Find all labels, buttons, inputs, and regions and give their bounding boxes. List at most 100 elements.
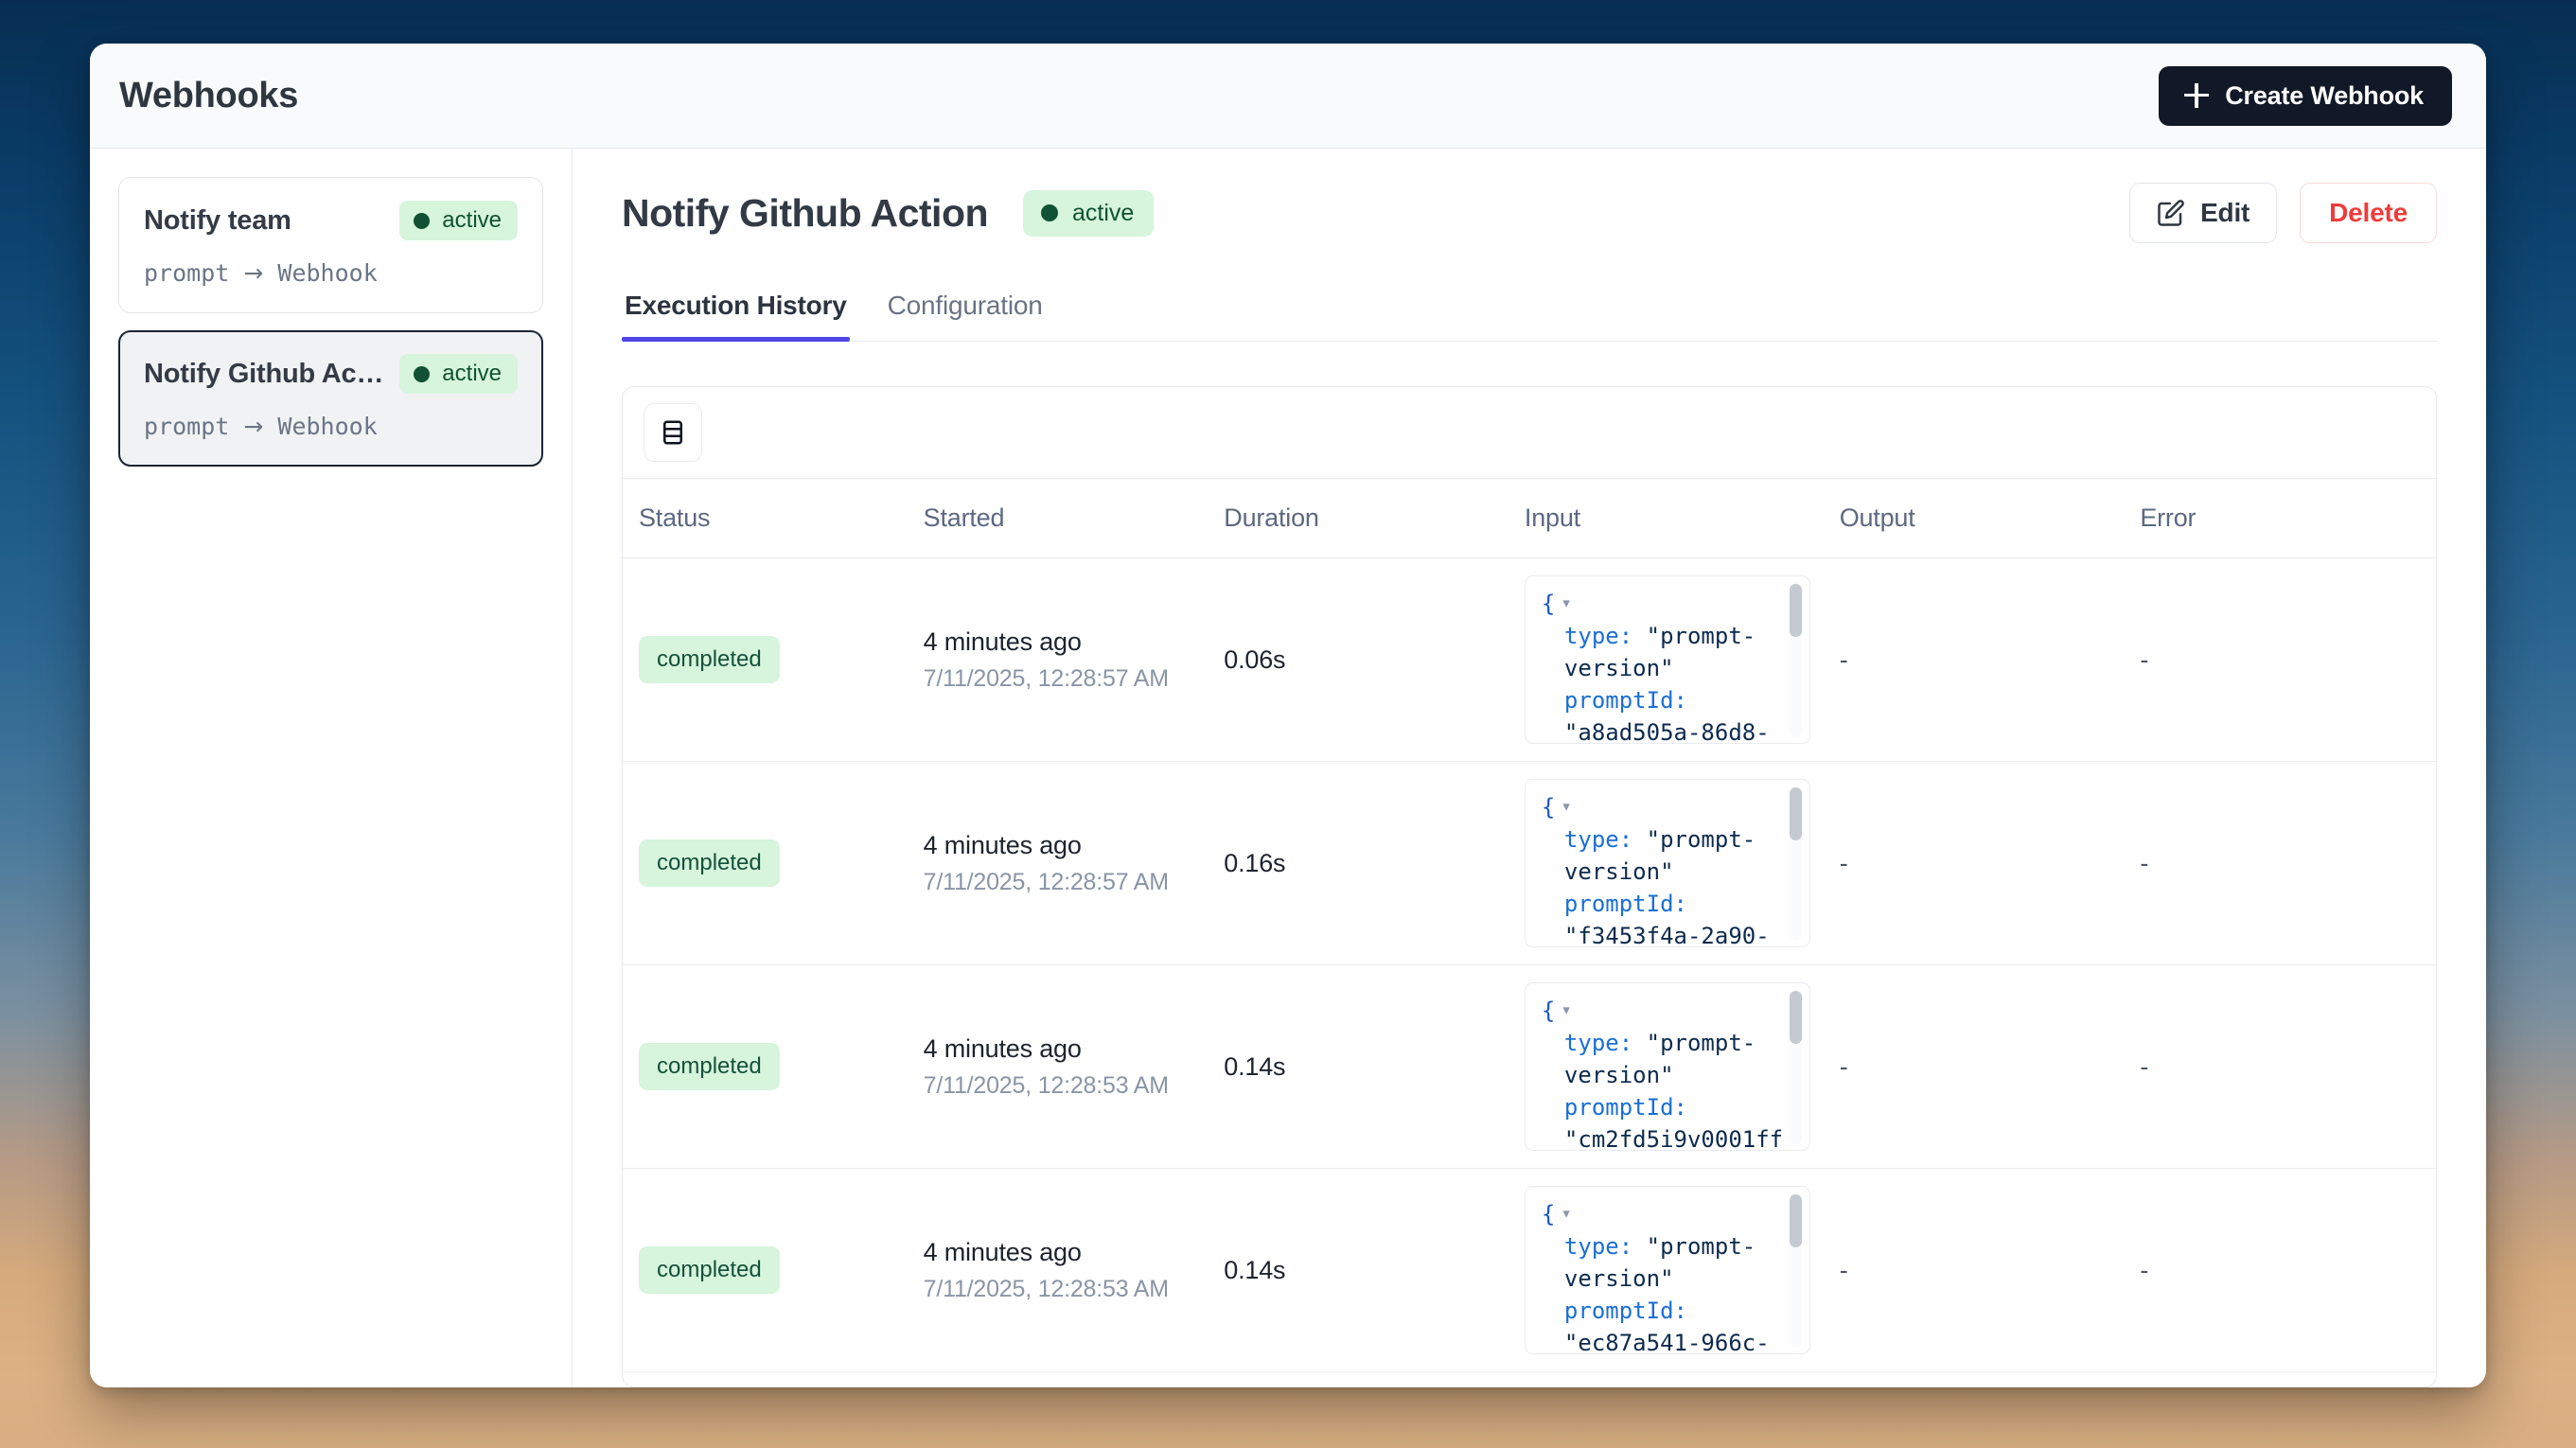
json-scrollbar[interactable] bbox=[1789, 989, 1802, 1144]
status-badge-label: active bbox=[442, 207, 502, 233]
detail-title-group: Notify Github Action active bbox=[622, 189, 1155, 237]
output-value: - bbox=[1839, 645, 1848, 674]
json-value: version" bbox=[1563, 1265, 1674, 1292]
chevron-down-icon[interactable]: ▾ bbox=[1561, 592, 1572, 613]
column-header-started[interactable]: Started bbox=[923, 479, 1225, 558]
started-absolute: 7/11/2025, 12:28:53 AM bbox=[923, 1275, 1169, 1302]
status-badge: completed bbox=[639, 839, 780, 887]
status-badge: completed bbox=[639, 636, 780, 683]
cell-input: {▾ type: "prompt- version" promptId: "f3… bbox=[1524, 761, 1840, 965]
json-brace: { bbox=[1541, 591, 1556, 617]
rows-icon bbox=[663, 420, 682, 445]
json-line: type: "prompt- bbox=[1542, 1230, 1785, 1263]
view-density-button[interactable] bbox=[644, 403, 702, 462]
cell-input: {▾ type: "prompt- version" promptId: "a8… bbox=[1524, 557, 1840, 762]
create-webhook-button[interactable]: Create Webhook bbox=[2159, 65, 2452, 126]
json-key: promptId: bbox=[1563, 1298, 1687, 1324]
tab-execution-history[interactable]: Execution History bbox=[622, 291, 850, 342]
json-viewer[interactable]: {▾ type: "prompt- version" promptId: "a8… bbox=[1524, 575, 1810, 744]
table-row[interactable]: completed 4 minutes ago 7/11/2025, 12:28… bbox=[623, 557, 2436, 762]
json-key: promptId: bbox=[1563, 1094, 1687, 1121]
cell-status: completed bbox=[623, 964, 924, 1169]
json-line: "a8ad505a-86d8- bbox=[1542, 716, 1785, 743]
webhook-detail-title: Notify Github Action bbox=[622, 190, 989, 235]
cell-output: - bbox=[1839, 557, 2141, 762]
webhook-detail-panel: Notify Github Action active Edit De bbox=[573, 149, 2486, 1387]
cell-error: - bbox=[2140, 1168, 2436, 1372]
started-relative: 4 minutes ago bbox=[923, 627, 1082, 656]
json-root-line: {▾ bbox=[1542, 587, 1785, 620]
started-absolute: 7/11/2025, 12:28:57 AM bbox=[923, 868, 1169, 895]
status-dot-icon bbox=[1041, 204, 1059, 221]
json-viewer[interactable]: {▾ type: "prompt- version" promptId: "ec… bbox=[1524, 1186, 1810, 1354]
json-value: "cm2fd5i9v0001ff bbox=[1563, 1126, 1784, 1151]
cell-duration: 0.06s bbox=[1224, 557, 1525, 762]
webhook-source: prompt bbox=[144, 259, 230, 287]
cell-error: - bbox=[2140, 557, 2436, 762]
detail-status-label: active bbox=[1072, 199, 1135, 226]
cell-status: completed bbox=[623, 761, 924, 965]
json-viewer[interactable]: {▾ type: "prompt- version" promptId: "f3… bbox=[1524, 779, 1810, 947]
status-badge: completed bbox=[639, 1043, 780, 1090]
duration-value: 0.16s bbox=[1224, 848, 1286, 877]
column-header-output[interactable]: Output bbox=[1839, 479, 2141, 558]
json-scrollbar-thumb[interactable] bbox=[1789, 991, 1802, 1044]
plus-icon bbox=[2184, 83, 2210, 108]
started-relative: 4 minutes ago bbox=[923, 1033, 1082, 1063]
column-header-input[interactable]: Input bbox=[1524, 479, 1840, 558]
chevron-down-icon[interactable]: ▾ bbox=[1561, 999, 1572, 1020]
cell-started: 4 minutes ago 7/11/2025, 12:28:57 AM bbox=[923, 557, 1225, 762]
column-header-error[interactable]: Error bbox=[2140, 479, 2436, 558]
json-scrollbar-thumb[interactable] bbox=[1789, 787, 1802, 840]
json-line: promptId: bbox=[1542, 888, 1785, 920]
json-key: promptId: bbox=[1563, 891, 1687, 917]
json-brace: { bbox=[1541, 794, 1556, 821]
app-window: Webhooks Create Webhook Notify team acti… bbox=[90, 44, 2486, 1387]
json-scrollbar[interactable] bbox=[1789, 786, 1802, 941]
arrow-icon: → bbox=[243, 259, 264, 287]
json-scrollbar[interactable] bbox=[1789, 582, 1802, 737]
json-line: version" bbox=[1542, 1263, 1785, 1295]
chevron-down-icon[interactable]: ▾ bbox=[1561, 796, 1572, 817]
json-viewer[interactable]: {▾ type: "prompt- version" promptId: "cm… bbox=[1524, 982, 1810, 1151]
json-value: "prompt- bbox=[1646, 826, 1756, 853]
duration-value: 0.14s bbox=[1224, 1255, 1286, 1284]
cell-status: completed bbox=[623, 557, 924, 762]
execution-table-scroll[interactable]: Status Started Duration Input Output Err… bbox=[623, 479, 2436, 1386]
json-scrollbar-thumb[interactable] bbox=[1789, 1194, 1802, 1247]
table-row[interactable]: completed 4 minutes ago 7/11/2025, 12:28… bbox=[623, 1168, 2436, 1372]
column-header-duration[interactable]: Duration bbox=[1224, 479, 1525, 558]
json-scrollbar[interactable] bbox=[1789, 1192, 1802, 1348]
column-header-status[interactable]: Status bbox=[623, 479, 924, 558]
json-line: version" bbox=[1542, 652, 1785, 684]
json-value: version" bbox=[1563, 655, 1674, 681]
json-line: promptId: bbox=[1542, 1295, 1785, 1327]
status-badge-label: active bbox=[442, 361, 502, 386]
webhook-list-item-notify-github-action[interactable]: Notify Github Acti... active prompt → We… bbox=[118, 330, 543, 467]
delete-button[interactable]: Delete bbox=[2300, 183, 2437, 243]
cell-status: completed bbox=[623, 1168, 924, 1372]
json-scrollbar-thumb[interactable] bbox=[1789, 584, 1802, 637]
cell-duration: 0.16s bbox=[1224, 761, 1525, 965]
webhook-target: Webhook bbox=[277, 413, 378, 440]
cell-duration: 0.14s bbox=[1224, 1168, 1525, 1372]
detail-header: Notify Github Action active Edit De bbox=[622, 183, 2437, 243]
table-row[interactable]: completed 4 minutes ago 7/11/2025, 12:28… bbox=[623, 964, 2436, 1169]
json-value: "f3453f4a-2a90- bbox=[1563, 923, 1770, 947]
webhook-list-item-notify-team[interactable]: Notify team active prompt → Webhook bbox=[118, 177, 543, 313]
status-badge: active bbox=[399, 354, 518, 394]
edit-button[interactable]: Edit bbox=[2129, 183, 2278, 243]
detail-actions: Edit Delete bbox=[2129, 183, 2437, 243]
duration-value: 0.14s bbox=[1224, 1051, 1286, 1081]
json-root-line: {▾ bbox=[1542, 1197, 1785, 1230]
cell-started: 4 minutes ago 7/11/2025, 12:28:53 AM bbox=[923, 964, 1225, 1169]
json-line: "ec87a541-966c- bbox=[1542, 1327, 1785, 1354]
json-line: promptId: bbox=[1542, 684, 1785, 716]
webhook-target: Webhook bbox=[277, 259, 378, 287]
json-value: version" bbox=[1563, 858, 1674, 885]
table-row[interactable]: completed 4 minutes ago 7/11/2025, 12:28… bbox=[623, 761, 2436, 965]
json-value: "ec87a541-966c- bbox=[1563, 1330, 1770, 1354]
json-value: "prompt- bbox=[1646, 1233, 1756, 1260]
tab-configuration[interactable]: Configuration bbox=[887, 291, 1043, 320]
chevron-down-icon[interactable]: ▾ bbox=[1561, 1203, 1572, 1224]
